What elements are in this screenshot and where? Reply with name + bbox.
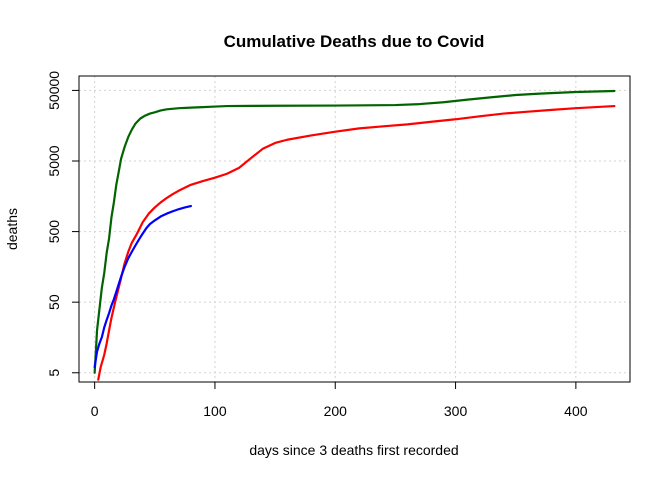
series-line-0 bbox=[93, 89, 616, 374]
chart-title: Cumulative Deaths due to Covid bbox=[224, 32, 485, 51]
x-axis: 0 100 200 300 400 bbox=[91, 381, 588, 419]
y-axis: 5 50 500 5000 50000 bbox=[46, 71, 80, 377]
grid bbox=[79, 76, 630, 382]
x-tick-label: 200 bbox=[324, 403, 348, 419]
series-layer bbox=[93, 89, 616, 381]
y-tick-label: 500 bbox=[46, 220, 62, 244]
x-tick-label: 300 bbox=[444, 403, 468, 419]
x-axis-label: days since 3 deaths first recorded bbox=[249, 442, 458, 458]
y-axis-label: deaths bbox=[4, 208, 20, 250]
y-tick-label: 50 bbox=[46, 294, 62, 310]
y-tick-label: 50000 bbox=[46, 71, 62, 110]
x-tick-label: 0 bbox=[91, 403, 99, 419]
series-line-1 bbox=[97, 104, 616, 381]
y-tick-label: 5 bbox=[46, 369, 62, 377]
plot-frame bbox=[78, 75, 631, 383]
x-tick-label: 100 bbox=[203, 403, 227, 419]
series-line-2 bbox=[93, 204, 192, 369]
y-tick-label: 5000 bbox=[46, 145, 62, 176]
x-tick-label: 400 bbox=[564, 403, 588, 419]
